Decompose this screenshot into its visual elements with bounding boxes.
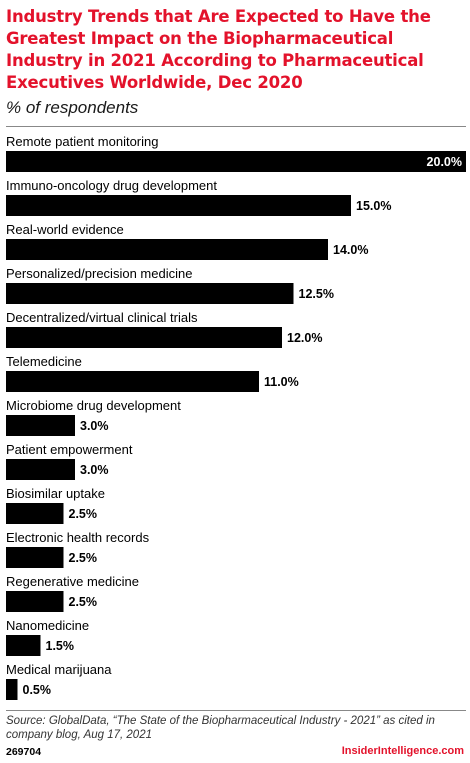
category-label-real-world-evidence: Real-world evidence bbox=[6, 222, 124, 237]
bar-regenerative-medicine bbox=[6, 591, 64, 612]
value-label-regenerative-medicine: 2.5% bbox=[69, 595, 98, 609]
bar-microbiome-drug-development bbox=[6, 415, 75, 436]
value-label-remote-patient-monitoring: 20.0% bbox=[427, 155, 462, 169]
bar-medical-marijuana bbox=[6, 679, 18, 700]
bar-decentralized-virtual-clinical-trials bbox=[6, 327, 282, 348]
chart-id: 269704 bbox=[6, 746, 42, 758]
value-label-electronic-health-records: 2.5% bbox=[69, 551, 98, 565]
value-label-decentralized-virtual-clinical-trials: 12.0% bbox=[287, 331, 322, 345]
bar-immuno-oncology-drug-development bbox=[6, 195, 351, 216]
value-label-medical-marijuana: 0.5% bbox=[23, 683, 52, 697]
category-label-immuno-oncology-drug-development: Immuno-oncology drug development bbox=[6, 178, 217, 193]
value-label-biosimilar-uptake: 2.5% bbox=[69, 507, 98, 521]
category-label-personalized-precision-medicine: Personalized/precision medicine bbox=[6, 266, 192, 281]
top-divider bbox=[6, 126, 466, 127]
bar-personalized-precision-medicine bbox=[6, 283, 294, 304]
category-label-telemedicine: Telemedicine bbox=[6, 354, 82, 369]
value-label-real-world-evidence: 14.0% bbox=[333, 243, 368, 257]
category-label-remote-patient-monitoring: Remote patient monitoring bbox=[6, 134, 158, 149]
category-label-nanomedicine: Nanomedicine bbox=[6, 618, 89, 633]
value-label-nanomedicine: 1.5% bbox=[46, 639, 75, 653]
chart-subtitle: % of respondents bbox=[6, 98, 139, 117]
bottom-divider bbox=[6, 710, 466, 711]
bar-nanomedicine bbox=[6, 635, 41, 656]
category-label-patient-empowerment: Patient empowerment bbox=[6, 442, 133, 457]
chart-title: Industry Trends that Are Expected to Hav… bbox=[6, 7, 431, 92]
value-label-telemedicine: 11.0% bbox=[264, 375, 299, 389]
category-label-medical-marijuana: Medical marijuana bbox=[6, 662, 112, 677]
category-label-decentralized-virtual-clinical-trials: Decentralized/virtual clinical trials bbox=[6, 310, 198, 325]
value-label-microbiome-drug-development: 3.0% bbox=[80, 419, 109, 433]
bar-real-world-evidence bbox=[6, 239, 328, 260]
bar-electronic-health-records bbox=[6, 547, 64, 568]
value-label-patient-empowerment: 3.0% bbox=[80, 463, 109, 477]
source-note: Source: GlobalData, “The State of the Bi… bbox=[6, 715, 435, 741]
category-label-biosimilar-uptake: Biosimilar uptake bbox=[6, 486, 105, 501]
bar-telemedicine bbox=[6, 371, 259, 392]
value-label-personalized-precision-medicine: 12.5% bbox=[299, 287, 334, 301]
bar-biosimilar-uptake bbox=[6, 503, 64, 524]
category-label-microbiome-drug-development: Microbiome drug development bbox=[6, 398, 181, 413]
brand-logo-text: InsiderIntelligence.com bbox=[341, 745, 464, 757]
bar-remote-patient-monitoring bbox=[6, 151, 466, 172]
bar-patient-empowerment bbox=[6, 459, 75, 480]
category-label-electronic-health-records: Electronic health records bbox=[6, 530, 150, 545]
value-label-immuno-oncology-drug-development: 15.0% bbox=[356, 199, 391, 213]
category-label-regenerative-medicine: Regenerative medicine bbox=[6, 574, 139, 589]
